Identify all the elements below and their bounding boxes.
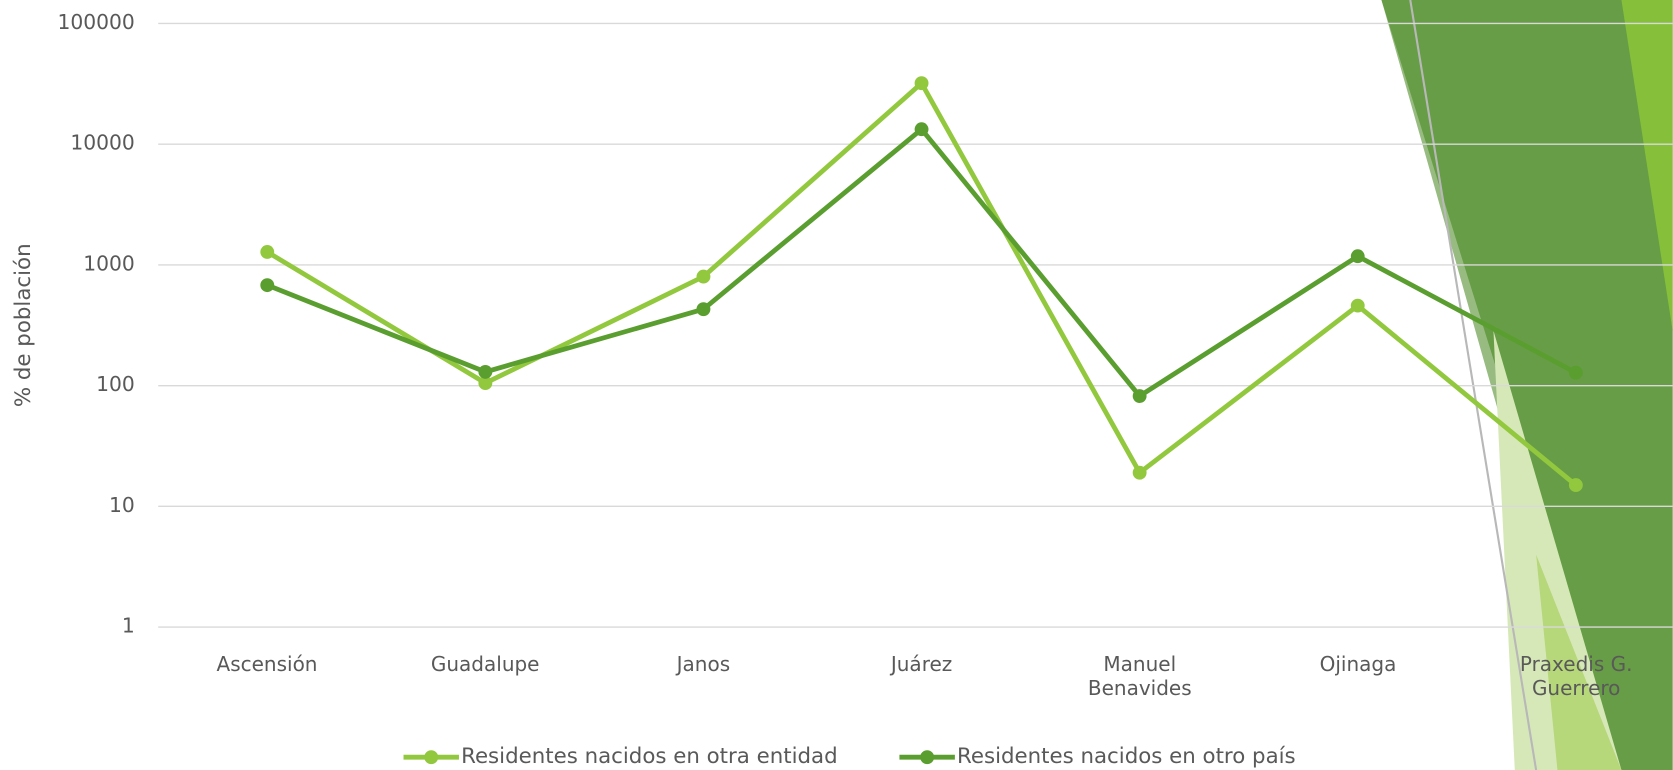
point [914,122,929,137]
point [260,245,275,259]
point [478,364,493,379]
point [1350,249,1365,264]
point [260,278,275,293]
x-tick-label: Janos [676,651,731,676]
point [1350,298,1365,313]
y-tick-label: 10 [109,493,135,517]
x-tick-label: Ascensión [216,651,318,676]
decoration [1621,0,1673,331]
point [696,302,711,317]
point [1132,389,1147,403]
series-line [266,126,1577,399]
series-line [266,80,1578,487]
point [1132,465,1147,480]
x-tick-label: Guadalupe [430,651,540,676]
y-tick-label: 100 [96,372,135,396]
y-tick-label: 100000 [57,10,134,34]
legend-label: Residentes nacidos en otra entidad [461,744,838,769]
point [1568,478,1583,493]
x-tick-label: Manuel Benavides [1087,651,1192,700]
x-tick-label: Juárez [890,651,953,676]
point [696,269,711,284]
point [1568,365,1583,380]
y-tick-label: 10000 [70,131,134,155]
y-tick-label: 1000 [83,251,135,275]
legend-swatch [424,750,439,765]
x-tick-label: Praxedis G. Guerrero [1519,651,1633,700]
y-tick-label: 1 [122,614,135,638]
x-tick-label: Ojinaga [1319,651,1397,676]
y-axis-label: % de población [11,243,36,407]
point [914,76,929,91]
legend-swatch [920,750,935,765]
legend-label: Residentes nacidos en otro país [957,744,1296,769]
point [478,376,493,391]
